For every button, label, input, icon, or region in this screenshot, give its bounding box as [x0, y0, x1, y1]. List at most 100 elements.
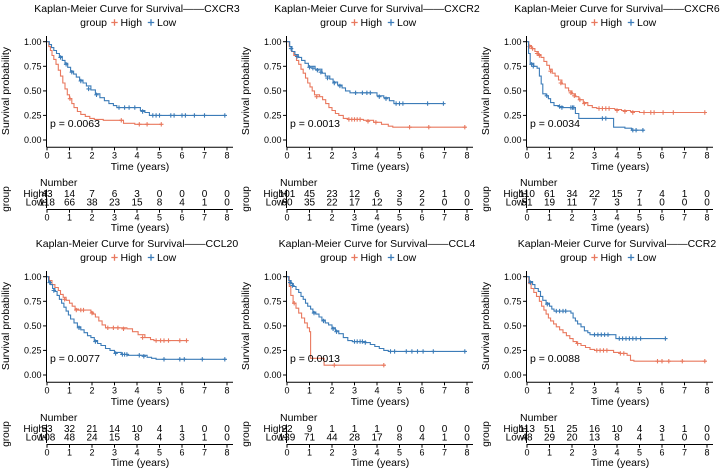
y-tick-label: 1.00: [24, 272, 42, 282]
risk-count: 32: [64, 424, 76, 435]
km-panel-ccr2: Kaplan-Meier Curve for Survival——CCR2 gro…: [480, 238, 716, 469]
plot-axes: [46, 271, 233, 383]
risk-count: 5: [397, 198, 403, 209]
legend-high-label: High: [121, 252, 143, 264]
risk-count: 110: [519, 189, 535, 200]
risk-count: 8: [397, 433, 403, 444]
risk-count: 2: [419, 198, 425, 209]
risk-x-axis-title: Time (years): [351, 457, 410, 469]
risk-count: 38: [86, 198, 98, 209]
risk-x-tick-label: 7: [442, 213, 447, 223]
y-axis-title: Survival probability: [240, 46, 252, 135]
x-tick-label: 5: [637, 151, 642, 161]
risk-x-tick-label: 1: [67, 213, 72, 223]
x-tick-label: 7: [202, 386, 207, 396]
risk-x-tick-label: 8: [704, 448, 709, 458]
y-tick-label: 0.50: [264, 321, 282, 331]
risk-table-header: Number: [280, 177, 318, 189]
risk-count: 4: [157, 424, 163, 435]
risk-x-tick-label: 3: [352, 213, 357, 223]
risk-x-tick-label: 3: [112, 448, 117, 458]
x-tick-label: 7: [682, 151, 687, 161]
risk-count: 0: [704, 198, 710, 209]
risk-count: 35: [304, 198, 316, 209]
y-tick-label: 0.00: [504, 135, 522, 145]
panel-title: Kaplan-Meier Curve for Survival——CCL20: [36, 238, 239, 250]
risk-x-tick-label: 3: [592, 448, 597, 458]
y-tick-label: 0.25: [264, 346, 282, 356]
risk-x-tick-label: 8: [224, 213, 229, 223]
risk-row-label: High: [503, 189, 524, 200]
x-tick-label: 7: [202, 151, 207, 161]
risk-count: 3: [614, 198, 620, 209]
risk-x-tick-label: 3: [352, 448, 357, 458]
risk-x-tick-label: 8: [224, 448, 229, 458]
risk-count: 0: [464, 198, 470, 209]
risk-count: 0: [224, 198, 230, 209]
legend-group-label: group: [560, 252, 587, 264]
x-tick-label: 3: [112, 151, 117, 161]
risk-count: 0: [179, 189, 185, 200]
y-axis-title: Survival probability: [240, 281, 252, 370]
risk-count: 6: [374, 189, 380, 200]
p-value-label: p = 0.0077: [50, 353, 100, 365]
risk-count: 15: [611, 189, 623, 200]
x-tick-label: 7: [682, 386, 687, 396]
risk-count: 17: [371, 433, 383, 444]
risk-x-tick-label: 3: [112, 213, 117, 223]
risk-x-axis-title: Time (years): [591, 222, 650, 234]
risk-count: 51: [544, 424, 556, 435]
risk-count: 45: [304, 189, 316, 200]
risk-x-tick-label: 4: [374, 213, 379, 223]
x-tick-label: 1: [547, 386, 552, 396]
risk-table-y-axis: [283, 189, 287, 208]
legend-high-label: High: [601, 17, 623, 29]
risk-count: 3: [397, 189, 403, 200]
x-axis-title: Time (years): [351, 161, 410, 173]
risk-count: 1: [682, 424, 688, 435]
y-tick-label: 0.00: [24, 370, 42, 380]
km-panel-cxcr6: Kaplan-Meier Curve for Survival——CXCR6 gr…: [480, 3, 720, 234]
risk-x-tick-label: 2: [329, 448, 334, 458]
risk-count: 12: [349, 189, 361, 200]
risk-count: 101: [279, 189, 296, 200]
censor-marks-low: [47, 280, 227, 362]
x-tick-label: 4: [614, 151, 619, 161]
risk-x-tick-label: 5: [157, 448, 162, 458]
x-tick-label: 4: [374, 151, 379, 161]
legend-group-label: group: [320, 17, 347, 29]
p-value-label: p = 0.0063: [50, 118, 100, 130]
risk-x-tick-label: 5: [397, 213, 402, 223]
x-tick-label: 5: [397, 151, 402, 161]
risk-count: 3: [179, 433, 185, 444]
y-tick-label: 1.00: [264, 37, 282, 47]
legend-high-label: High: [361, 17, 383, 29]
x-tick-label: 0: [44, 386, 49, 396]
risk-row-label: Low: [506, 198, 525, 209]
x-tick-label: 3: [352, 151, 357, 161]
risk-count: 29: [544, 433, 556, 444]
risk-count: 0: [464, 424, 470, 435]
x-tick-label: 8: [464, 151, 469, 161]
p-value-label: p = 0.0034: [530, 118, 580, 130]
survival-curve-high: [527, 276, 706, 362]
legend-group-label: group: [320, 252, 347, 264]
risk-x-tick-label: 5: [637, 213, 642, 223]
x-tick-label: 8: [704, 151, 709, 161]
risk-count: 0: [224, 189, 230, 200]
x-tick-label: 0: [524, 151, 529, 161]
panel-title: Kaplan-Meier Curve for Survival——CXCR3: [34, 3, 240, 15]
risk-count: 1: [659, 433, 665, 444]
risk-x-tick-label: 2: [89, 448, 94, 458]
risk-count: 1: [329, 424, 335, 435]
risk-x-tick-label: 1: [547, 448, 552, 458]
risk-x-tick-label: 8: [704, 213, 709, 223]
y-tick-label: 1.00: [504, 37, 522, 47]
x-tick-label: 1: [307, 151, 312, 161]
risk-table-y-title: group: [1, 186, 12, 212]
legend-high-label: High: [121, 17, 143, 29]
risk-count: 0: [704, 189, 710, 200]
risk-count: 10: [611, 424, 623, 435]
risk-x-tick-label: 4: [614, 213, 619, 223]
x-tick-label: 1: [67, 386, 72, 396]
